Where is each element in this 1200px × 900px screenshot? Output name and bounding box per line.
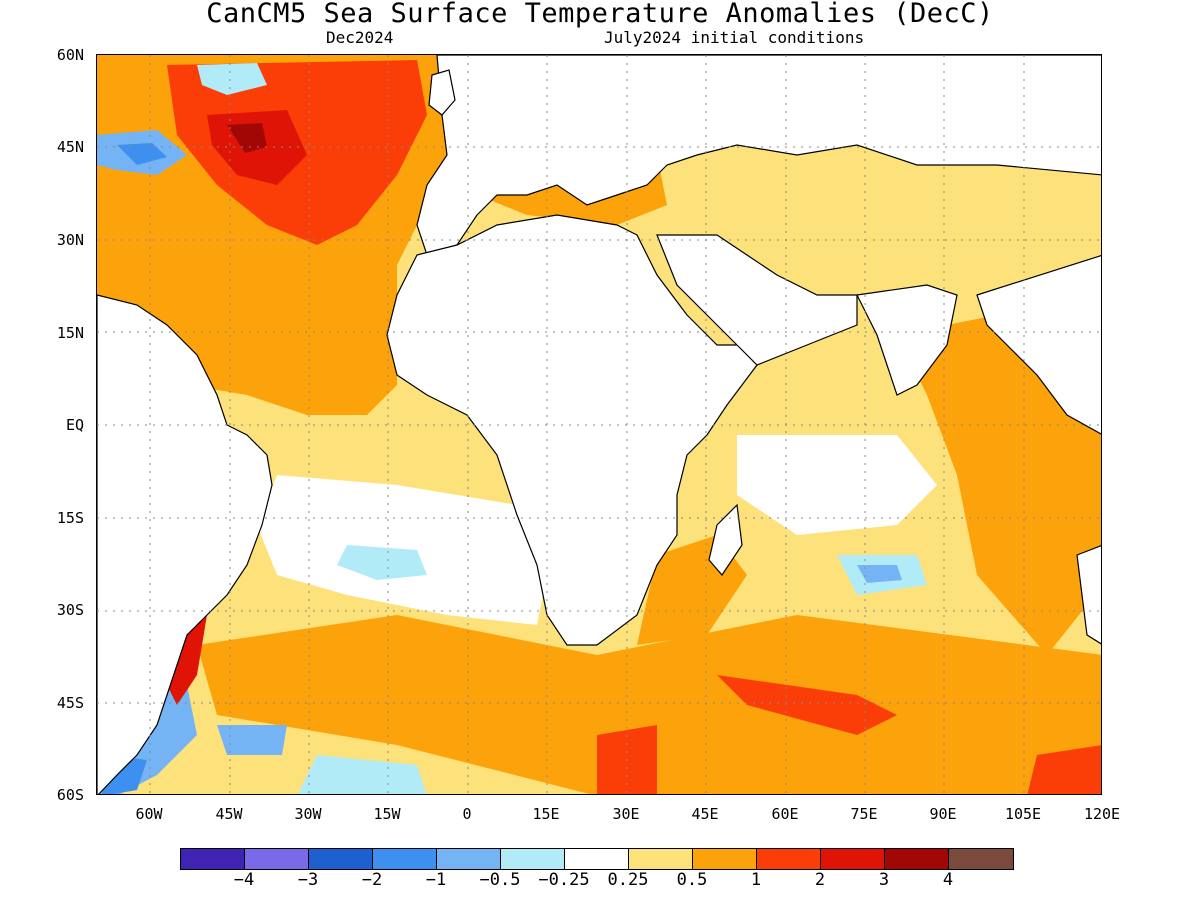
page-title: CanCM5 Sea Surface Temperature Anomalies… <box>206 0 994 29</box>
colorbar-tick-label: 2 <box>814 870 826 890</box>
land-australia <box>1076 545 1101 645</box>
colorbar-legend <box>180 848 1014 870</box>
colorbar-swatch <box>309 849 373 869</box>
land-madagascar <box>708 503 743 576</box>
colorbar-tick-label: 0.25 <box>607 870 649 890</box>
colorbar-swatch <box>757 849 821 869</box>
anomaly-southern-ocean-cool <box>297 755 427 794</box>
colorbar-swatch <box>245 849 309 869</box>
land-south-america <box>97 294 273 794</box>
lon-label-30e: 30E <box>612 805 640 823</box>
lon-label-105e: 105E <box>1004 805 1042 823</box>
colorbar-swatch <box>373 849 437 869</box>
colorbar-swatch <box>821 849 885 869</box>
forecast-month-label: Dec2024 <box>326 28 394 47</box>
lat-label-15s: 15S <box>56 509 84 527</box>
colorbar-swatch <box>629 849 693 869</box>
lon-label-45e: 45E <box>691 805 719 823</box>
land-arabia <box>656 234 858 366</box>
lat-label-60s: 60S <box>56 786 84 804</box>
land-southeast-asia <box>976 255 1101 435</box>
colorbar-swatch <box>885 849 949 869</box>
anomaly-north-atlantic-extreme <box>227 123 267 153</box>
colorbar-tick-label: −0.5 <box>479 870 521 890</box>
anomaly-nw-atlantic-cold-core <box>117 143 167 165</box>
colorbar-tick-label: 3 <box>878 870 890 890</box>
lat-label-30n: 30N <box>56 231 84 249</box>
lon-label-45w: 45W <box>215 805 243 823</box>
map-canvas <box>97 55 1101 794</box>
anomaly-south-indian-cold <box>857 565 902 583</box>
land-africa <box>386 214 758 646</box>
land-europe <box>416 55 1101 256</box>
colorbar-swatch <box>181 849 245 869</box>
anomaly-east-indian-neutral <box>737 435 937 535</box>
colorbar-tick-label: −4 <box>233 870 255 890</box>
landmasses <box>97 55 1101 794</box>
colorbar-tick-label: 4 <box>942 870 954 890</box>
lat-label-45s: 45S <box>56 694 84 712</box>
anomaly-labrador-cold <box>197 63 267 95</box>
colorbar-tick-label: 0.5 <box>676 870 708 890</box>
sst-anomaly-map <box>96 54 1102 795</box>
lon-label-120e: 120E <box>1083 805 1121 823</box>
land-great-britain <box>428 69 456 116</box>
anomaly-southern-band-strong-3 <box>1027 745 1101 794</box>
colorbar-tick-label: −0.25 <box>538 870 590 890</box>
colorbar-swatch <box>501 849 565 869</box>
land-india <box>856 284 958 396</box>
colorbar-tick-label: −1 <box>425 870 447 890</box>
anomaly-brazil-current-strong <box>167 615 207 705</box>
lat-label-45n: 45N <box>56 138 84 156</box>
lon-label-15w: 15W <box>373 805 401 823</box>
lon-label-15e: 15E <box>532 805 560 823</box>
lon-label-0: 0 <box>462 805 472 823</box>
graticule <box>97 55 1101 794</box>
lat-label-eq: EQ <box>65 416 84 434</box>
colorbar-swatch <box>565 849 629 869</box>
lon-label-75e: 75E <box>850 805 878 823</box>
lon-label-60e: 60E <box>771 805 799 823</box>
anomaly-southern-band-warm <box>197 615 1101 794</box>
colorbar-swatch <box>949 849 1013 869</box>
colorbar-swatch <box>693 849 757 869</box>
lon-label-90e: 90E <box>929 805 957 823</box>
lat-label-15n: 15N <box>56 324 84 342</box>
colorbar-tick-label: 1 <box>750 870 762 890</box>
colorbar-tick-label: −3 <box>297 870 319 890</box>
colorbar-tick-label: −2 <box>361 870 383 890</box>
lon-label-30w: 30W <box>294 805 322 823</box>
colorbar-swatch <box>437 849 501 869</box>
lat-label-60n: 60N <box>56 46 84 64</box>
anomaly-south-atlantic-cool-2 <box>217 725 287 755</box>
initial-conditions-label: July2024 initial conditions <box>604 28 865 47</box>
anomaly-south-atlantic-cool <box>337 545 427 580</box>
anomaly-southern-band-strong <box>717 675 897 735</box>
lat-label-30s: 30S <box>56 601 84 619</box>
lon-label-60w: 60W <box>135 805 163 823</box>
